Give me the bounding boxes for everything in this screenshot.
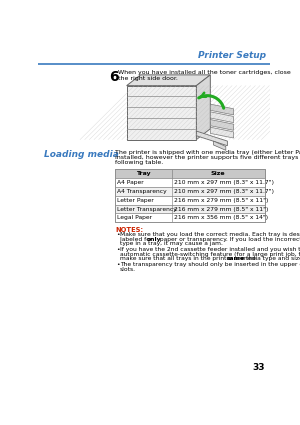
Text: make sure that all trays in the printer are the: make sure that all trays in the printer …: [120, 256, 258, 261]
Text: media type and size.: media type and size.: [241, 256, 300, 261]
Text: 210 mm x 297 mm (8.3" x 11.7"): 210 mm x 297 mm (8.3" x 11.7"): [174, 180, 274, 185]
Polygon shape: [210, 127, 234, 138]
Text: Loading media: Loading media: [44, 150, 118, 159]
Text: same: same: [226, 256, 244, 261]
Text: •: •: [116, 247, 119, 252]
Text: automatic cassette-switching feature (for a large print job, for example),: automatic cassette-switching feature (fo…: [120, 252, 300, 257]
Text: 216 mm x 279 mm (8.5" x 11"): 216 mm x 279 mm (8.5" x 11"): [174, 207, 268, 212]
Text: 6: 6: [109, 70, 118, 84]
Text: If you have the 2nd cassette feeder installed and you wish to use the: If you have the 2nd cassette feeder inst…: [120, 247, 300, 252]
Text: 216 mm x 279 mm (8.5" x 11"): 216 mm x 279 mm (8.5" x 11"): [174, 198, 268, 203]
Text: paper or transparency. If you load the incorrect media: paper or transparency. If you load the i…: [158, 237, 300, 242]
Text: Printer Setup: Printer Setup: [198, 51, 266, 60]
Text: following table.: following table.: [115, 159, 163, 164]
Text: NOTES:: NOTES:: [115, 227, 143, 233]
Text: The printer is shipped with one media tray (either Letter Paper or A4 Paper): The printer is shipped with one media tr…: [115, 150, 300, 155]
Text: Size: Size: [211, 171, 225, 176]
Text: The transparency tray should only be inserted in the upper or middle tray: The transparency tray should only be ins…: [120, 262, 300, 267]
Text: Tray: Tray: [136, 171, 151, 176]
Text: A4 Paper: A4 Paper: [117, 180, 144, 185]
Polygon shape: [210, 119, 234, 130]
Polygon shape: [196, 131, 227, 146]
Polygon shape: [213, 141, 226, 150]
Text: Make sure that you load the correct media. Each tray is designed and: Make sure that you load the correct medi…: [120, 232, 300, 237]
Text: Letter Transparency: Letter Transparency: [117, 207, 177, 212]
Bar: [127, 86, 196, 139]
Text: 33: 33: [252, 363, 265, 372]
Polygon shape: [127, 75, 210, 86]
Text: When you have installed all the toner cartridges, close: When you have installed all the toner ca…: [118, 70, 291, 75]
Bar: [115, 187, 265, 196]
Text: A4 Transparency: A4 Transparency: [117, 189, 167, 194]
Polygon shape: [210, 112, 234, 122]
Text: 216 mm x 356 mm (8.5" x 14"): 216 mm x 356 mm (8.5" x 14"): [174, 215, 268, 221]
Text: labeled for: labeled for: [120, 237, 154, 242]
Text: only: only: [146, 237, 161, 242]
Bar: [115, 178, 265, 187]
Polygon shape: [196, 75, 210, 139]
Bar: [115, 196, 265, 204]
Text: slots.: slots.: [120, 266, 136, 272]
Text: installed, however the printer supports five different trays as shown in the: installed, however the printer supports …: [115, 155, 300, 159]
Bar: [115, 169, 265, 222]
Text: Legal Paper: Legal Paper: [117, 215, 152, 221]
Bar: [115, 204, 265, 213]
Text: type in a tray, it may cause a jam.: type in a tray, it may cause a jam.: [120, 241, 223, 246]
Text: Letter Paper: Letter Paper: [117, 198, 154, 203]
Text: the right side door.: the right side door.: [118, 76, 178, 81]
Text: •: •: [116, 262, 119, 267]
Bar: [115, 213, 265, 222]
Text: 210 mm x 297 mm (8.3" x 11.7"): 210 mm x 297 mm (8.3" x 11.7"): [174, 189, 274, 194]
Bar: [115, 169, 265, 178]
Text: •: •: [116, 232, 119, 237]
Polygon shape: [210, 104, 234, 115]
